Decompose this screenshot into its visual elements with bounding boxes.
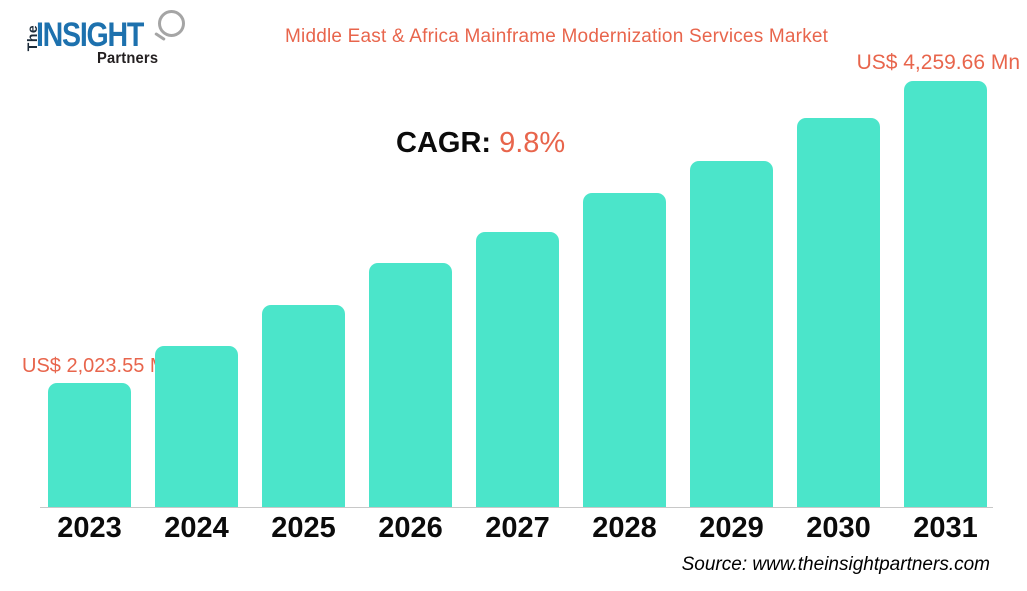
bars-area [48, 0, 987, 507]
chart-title: Middle East & Africa Mainframe Moderniza… [285, 26, 829, 47]
bar-2029 [690, 161, 773, 507]
cagr-annotation: CAGR: 9.8% [396, 127, 565, 160]
cagr-label: CAGR: [396, 127, 492, 159]
cagr-value: 9.8% [499, 127, 566, 159]
x-label-2030: 2030 [806, 512, 871, 544]
x-label-2025: 2025 [271, 512, 336, 544]
x-label-2029: 2029 [699, 512, 764, 544]
value-label-2031: US$ 4,259.66 Mn [856, 51, 1020, 74]
bar-2027 [476, 232, 559, 507]
x-axis-labels: 2023 2024 2025 2026 2027 2028 2029 2030 2031 [48, 512, 987, 545]
logo-partners-text: Partners [97, 50, 159, 67]
bar-2024 [155, 346, 238, 507]
bar-2026 [369, 263, 452, 507]
x-label-2028: 2028 [592, 512, 657, 544]
x-label-2024: 2024 [164, 512, 229, 544]
magnifier-icon [158, 10, 185, 37]
bar-2028 [583, 193, 666, 507]
value-label-2023: US$ 2,023.55 Mn [22, 355, 178, 377]
source-note: Source: www.theinsightpartners.com [681, 554, 990, 575]
bar-2031 [904, 81, 987, 507]
logo-insight-text: INSIGHT [36, 16, 144, 54]
x-label-2031: 2031 [913, 512, 978, 544]
x-label-2026: 2026 [378, 512, 443, 544]
bar-2023 [48, 383, 131, 507]
bar-2025 [262, 305, 345, 507]
x-axis-line [40, 507, 993, 508]
x-label-2027: 2027 [485, 512, 550, 544]
insight-partners-logo: The INSIGHT Partners [24, 6, 201, 70]
x-label-2023: 2023 [57, 512, 122, 544]
bar-2030 [797, 118, 880, 507]
